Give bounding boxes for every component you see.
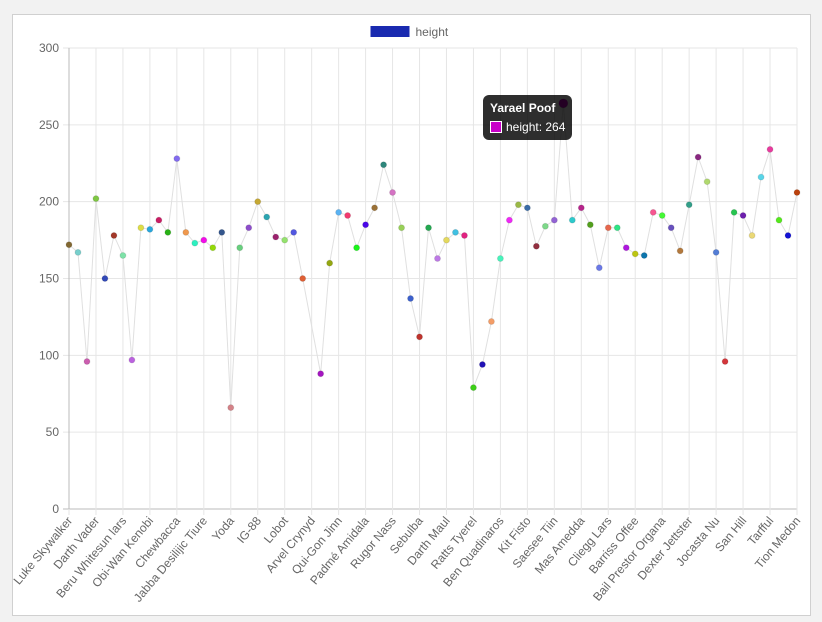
data-point	[748, 231, 756, 239]
data-point	[326, 259, 334, 267]
data-point	[398, 224, 406, 232]
data-point	[263, 213, 271, 221]
legend-label: height	[416, 25, 449, 39]
data-point	[335, 208, 343, 216]
data-point	[209, 244, 217, 252]
y-tick-label: 0	[52, 502, 59, 516]
data-point	[451, 228, 459, 236]
data-point	[676, 247, 684, 255]
data-point	[155, 216, 163, 224]
data-point	[92, 195, 100, 203]
data-point	[236, 244, 244, 252]
data-point	[227, 404, 235, 412]
data-point	[380, 161, 388, 169]
legend-swatch	[370, 26, 410, 37]
data-point	[541, 222, 549, 230]
data-point	[119, 251, 127, 259]
data-point	[353, 244, 361, 252]
y-tick-label: 200	[39, 195, 59, 209]
data-point	[505, 216, 513, 224]
data-point	[478, 361, 486, 369]
data-point	[550, 216, 558, 224]
data-point	[245, 224, 253, 232]
data-point	[739, 211, 747, 219]
data-point	[721, 357, 729, 365]
data-point	[622, 244, 630, 252]
data-point	[442, 236, 450, 244]
data-point	[200, 236, 208, 244]
data-point	[496, 255, 504, 263]
data-point	[757, 173, 765, 181]
data-point	[173, 155, 181, 163]
data-point	[640, 251, 648, 259]
data-point	[128, 356, 136, 364]
data-point	[667, 224, 675, 232]
data-point	[191, 239, 199, 247]
data-point	[425, 224, 433, 232]
data-point	[433, 255, 441, 263]
y-tick-label: 100	[39, 348, 59, 362]
data-point	[631, 250, 639, 258]
data-point	[362, 221, 370, 229]
data-point	[407, 294, 415, 302]
data-point	[568, 216, 576, 224]
data-point	[74, 248, 82, 256]
data-point	[110, 231, 118, 239]
data-point	[730, 208, 738, 216]
tooltip-label: height: 264	[506, 120, 566, 134]
data-point	[137, 224, 145, 232]
data-point	[685, 201, 693, 209]
data-point	[371, 204, 379, 212]
data-point	[83, 357, 91, 365]
data-point	[146, 225, 154, 233]
data-point	[164, 228, 172, 236]
data-point	[317, 370, 325, 378]
data-point	[523, 204, 531, 212]
tooltip-title: Yarael Poof	[490, 101, 556, 115]
data-point	[416, 333, 424, 341]
y-tick-label: 50	[46, 425, 60, 439]
x-tick-label: IG-88	[234, 514, 264, 546]
data-point	[658, 211, 666, 219]
data-point	[469, 384, 477, 392]
tooltip: Yarael Poof height: 264	[483, 95, 573, 140]
y-tick-label: 250	[39, 118, 59, 132]
data-point	[766, 145, 774, 153]
data-point	[254, 198, 262, 206]
data-point	[532, 242, 540, 250]
y-tick-label: 150	[39, 272, 59, 286]
data-point	[290, 228, 298, 236]
data-point	[775, 216, 783, 224]
data-point	[272, 233, 280, 241]
data-point	[595, 264, 603, 272]
data-point	[65, 241, 73, 249]
data-point	[784, 231, 792, 239]
tooltip-color-swatch	[490, 121, 502, 133]
data-point	[703, 178, 711, 186]
data-point	[101, 275, 109, 282]
data-point	[604, 224, 612, 232]
data-point	[344, 211, 352, 219]
data-point	[460, 231, 468, 239]
data-point	[586, 221, 594, 229]
data-point	[793, 188, 801, 196]
data-point	[487, 318, 495, 326]
data-point	[218, 228, 226, 236]
data-point	[514, 201, 522, 209]
x-tick-label: Yoda	[209, 514, 237, 544]
data-point	[613, 224, 621, 232]
y-tick-label: 300	[39, 41, 59, 55]
data-point	[389, 188, 397, 196]
data-point	[299, 275, 307, 282]
data-point	[694, 153, 702, 161]
series-line	[68, 103, 798, 408]
chart-frame: 0 50 100 150 200 250 300 Luke Skywalker Darth Va…	[12, 14, 811, 616]
data-point	[649, 208, 657, 216]
data-point	[281, 236, 289, 244]
data-point	[712, 248, 720, 256]
data-point	[577, 204, 585, 212]
data-point	[182, 228, 190, 236]
